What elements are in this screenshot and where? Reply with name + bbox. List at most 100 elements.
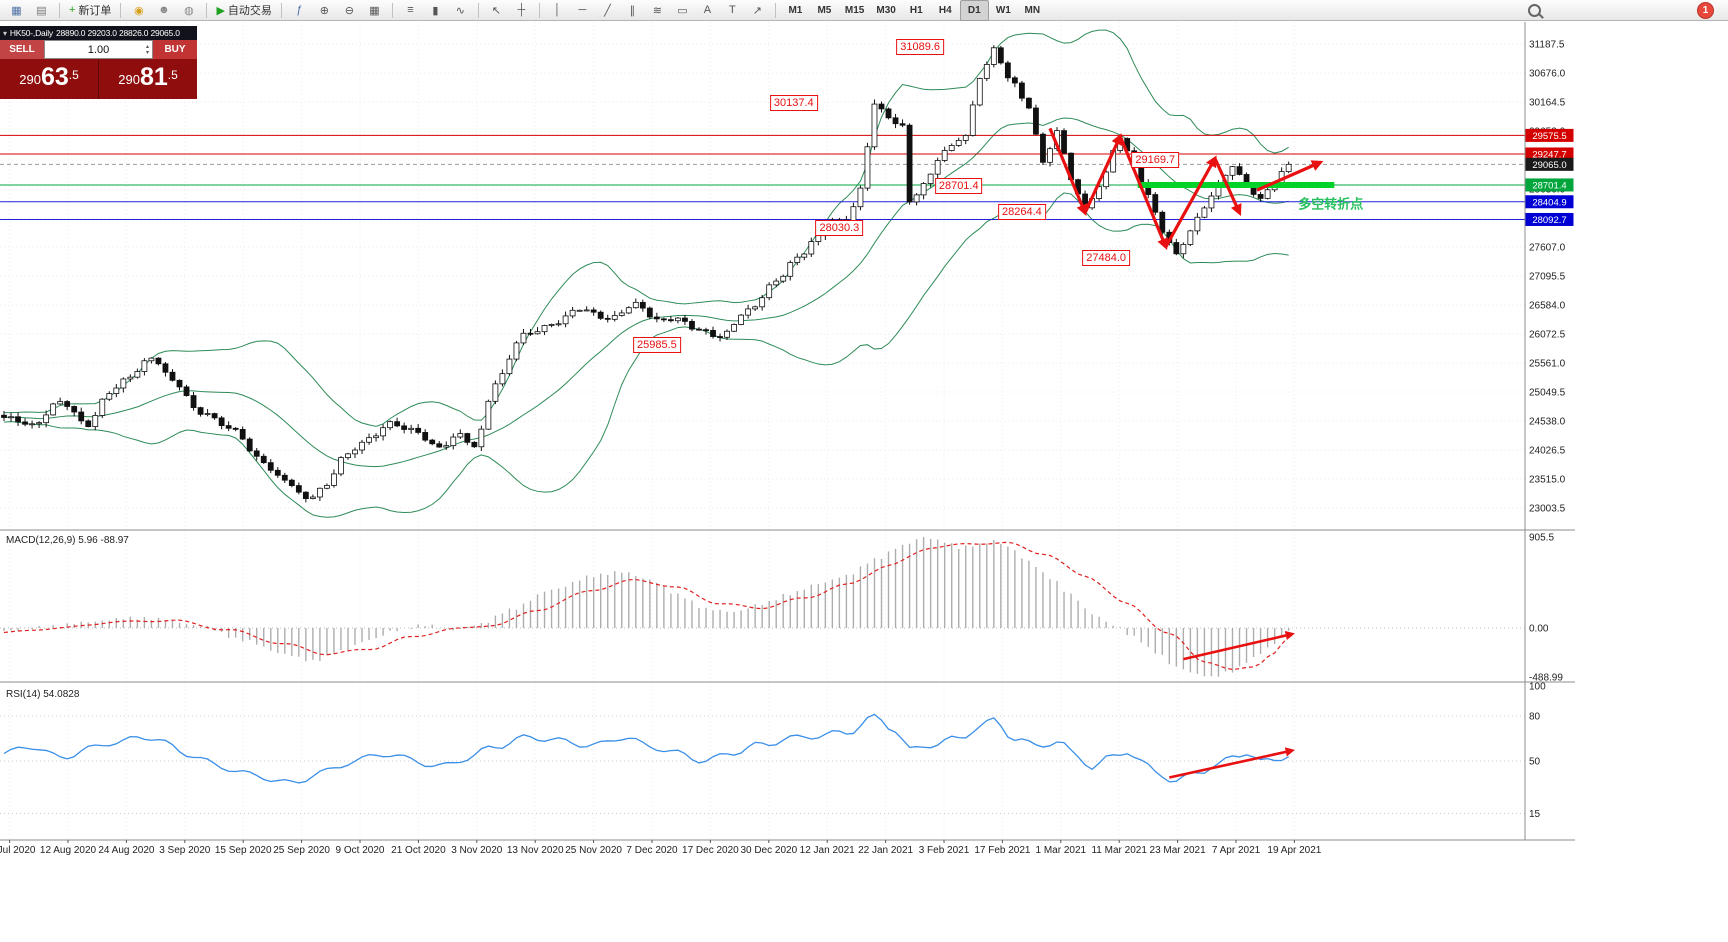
gold-button[interactable]: ◉	[126, 1, 151, 20]
volume-down-button[interactable]: ▾	[145, 49, 149, 56]
trend-arrow[interactable]	[1048, 127, 1088, 217]
timeframe-w1-button[interactable]: W1	[995, 4, 1011, 16]
timeframe-m15-button[interactable]: M15	[844, 4, 865, 16]
timeframe-mn-button[interactable]: MN	[1024, 4, 1041, 16]
zoom-in-button[interactable]: ⊕	[312, 1, 337, 20]
timeframe-m1-button[interactable]: M1	[788, 4, 803, 16]
candle-body	[1152, 194, 1159, 213]
arrows-icon: ↗	[752, 4, 763, 17]
vertical-line-button[interactable]: │	[545, 1, 570, 20]
new-chart-button[interactable]: ▦	[4, 1, 29, 20]
contacts-button[interactable]: ☻	[151, 1, 176, 20]
candle-body	[597, 311, 604, 319]
timeframe-m5-button[interactable]: M5	[817, 4, 832, 16]
trend-arrow[interactable]	[1256, 160, 1324, 192]
candle-body	[745, 308, 752, 316]
turning-point-note[interactable]: 多空转折点	[1298, 196, 1364, 212]
candle-body	[50, 403, 57, 416]
candle-body	[611, 315, 618, 320]
candle-body	[106, 393, 113, 400]
trade-prices-row: 290 63.5 290 81.5	[0, 59, 197, 99]
price-annotation[interactable]: 28701.4	[934, 177, 983, 194]
price-annotation[interactable]: 28264.4	[998, 203, 1046, 220]
price-axis-label: 30676.0	[1529, 69, 1566, 80]
bollinger-middle-band[interactable]	[3, 117, 1289, 468]
line-chart-button[interactable]: ∿	[448, 1, 473, 20]
autotrade-button[interactable]: ▶ 自动交易	[212, 1, 275, 20]
horizontal-line-button[interactable]: ─	[570, 1, 595, 20]
arrows-button[interactable]: ↗	[745, 1, 770, 20]
candle-body	[499, 373, 506, 385]
label-button[interactable]: T	[720, 1, 745, 20]
collapse-caret-icon[interactable]: ▾	[3, 28, 7, 38]
candle-body	[1011, 77, 1018, 84]
text-button[interactable]: A	[695, 1, 720, 20]
timeframe-m30-button[interactable]: M30	[876, 4, 896, 16]
candle-body	[808, 241, 815, 255]
price-annotation[interactable]: 30137.4	[769, 94, 818, 111]
volume-value[interactable]: 1.00	[87, 43, 110, 56]
trend-arrow[interactable]	[1118, 135, 1169, 251]
candle-body	[1194, 216, 1201, 232]
shapes-button[interactable]: ▭	[670, 1, 695, 20]
candle-body	[857, 187, 864, 208]
fibonacci-button[interactable]: ≋	[645, 1, 670, 20]
crosshair-button[interactable]: ┼	[509, 1, 534, 20]
volume-field[interactable]: 1.00 ▴ ▾	[44, 40, 153, 59]
trend-arrow[interactable]	[1164, 155, 1217, 248]
candle-chart-button[interactable]: ▮	[423, 1, 448, 20]
chart-window[interactable]: 31187.530676.030164.529653.029141.528630…	[0, 22, 1728, 942]
price-annotation[interactable]: 28030.3	[815, 219, 864, 236]
time-axis-label: 23 Mar 2021	[1150, 845, 1207, 856]
trend-arrow[interactable]	[1183, 630, 1295, 661]
candle-body	[253, 450, 260, 457]
price-annotation[interactable]: 31089.6	[896, 39, 944, 56]
candle-body	[120, 378, 127, 389]
new-order-button[interactable]: + 新订单	[65, 1, 115, 20]
candle-body	[331, 473, 337, 486]
timeframe-h1-button[interactable]: H1	[909, 4, 923, 16]
trend-arrow[interactable]	[1083, 133, 1123, 214]
timeframe-d1-button[interactable]: D1	[959, 0, 989, 21]
news-button[interactable]: ◍	[176, 1, 201, 20]
indicators-button[interactable]: ƒ	[287, 1, 312, 20]
buy-button[interactable]: BUY	[153, 40, 197, 59]
chart-title-bar[interactable]: ▾ HK50-,Daily 28890.0 29203.0 28826.0 29…	[0, 26, 197, 40]
candle-body	[422, 432, 429, 441]
channel-button[interactable]: ∥	[620, 1, 645, 20]
bollinger-upper-band[interactable]	[3, 29, 1289, 427]
profiles-button[interactable]: ▤	[29, 1, 54, 20]
bar-chart-button[interactable]: ≡	[398, 1, 423, 20]
candle-body	[274, 469, 281, 476]
price-annotation[interactable]: 27484.0	[1082, 249, 1131, 266]
sell-button[interactable]: SELL	[0, 40, 44, 59]
volume-up-button[interactable]: ▴	[145, 43, 149, 50]
candle-body	[415, 427, 422, 433]
candle-chart-icon: ▮	[432, 4, 439, 17]
candle-body	[738, 314, 744, 325]
tile-windows-button[interactable]: ▦	[362, 1, 387, 20]
timeframe-h4-button[interactable]: H4	[938, 4, 952, 16]
price-annotation[interactable]: 29169.7	[1131, 151, 1180, 168]
buy-price-display[interactable]: 290 81.5	[99, 59, 197, 99]
price-tag	[1525, 128, 1574, 142]
zoom-in-icon: ⊕	[319, 4, 330, 17]
rsi-axis-label: 15	[1529, 809, 1541, 820]
candle-body	[590, 309, 597, 313]
bollinger-lower-band[interactable]	[3, 192, 1289, 518]
search-button[interactable]	[1522, 1, 1547, 20]
trend-arrow[interactable]	[1213, 157, 1242, 216]
candle-body	[57, 401, 64, 405]
cursor-button[interactable]: ↖	[484, 1, 509, 20]
notification-badge[interactable]: 1	[1697, 1, 1714, 19]
zoom-out-button[interactable]: ⊖	[337, 1, 362, 20]
toolbar-separator	[477, 2, 479, 18]
trendline-button[interactable]: ╱	[595, 1, 620, 20]
trend-arrow[interactable]	[1169, 747, 1295, 779]
zoom-out-icon: ⊖	[344, 4, 355, 17]
price-annotation[interactable]: 25985.5	[632, 336, 681, 353]
sell-price-display[interactable]: 290 63.5	[0, 59, 99, 99]
chart-canvas[interactable]: 31187.530676.030164.529653.029141.528630…	[0, 22, 1728, 942]
candle-body	[387, 421, 394, 429]
candle-body	[506, 358, 513, 375]
